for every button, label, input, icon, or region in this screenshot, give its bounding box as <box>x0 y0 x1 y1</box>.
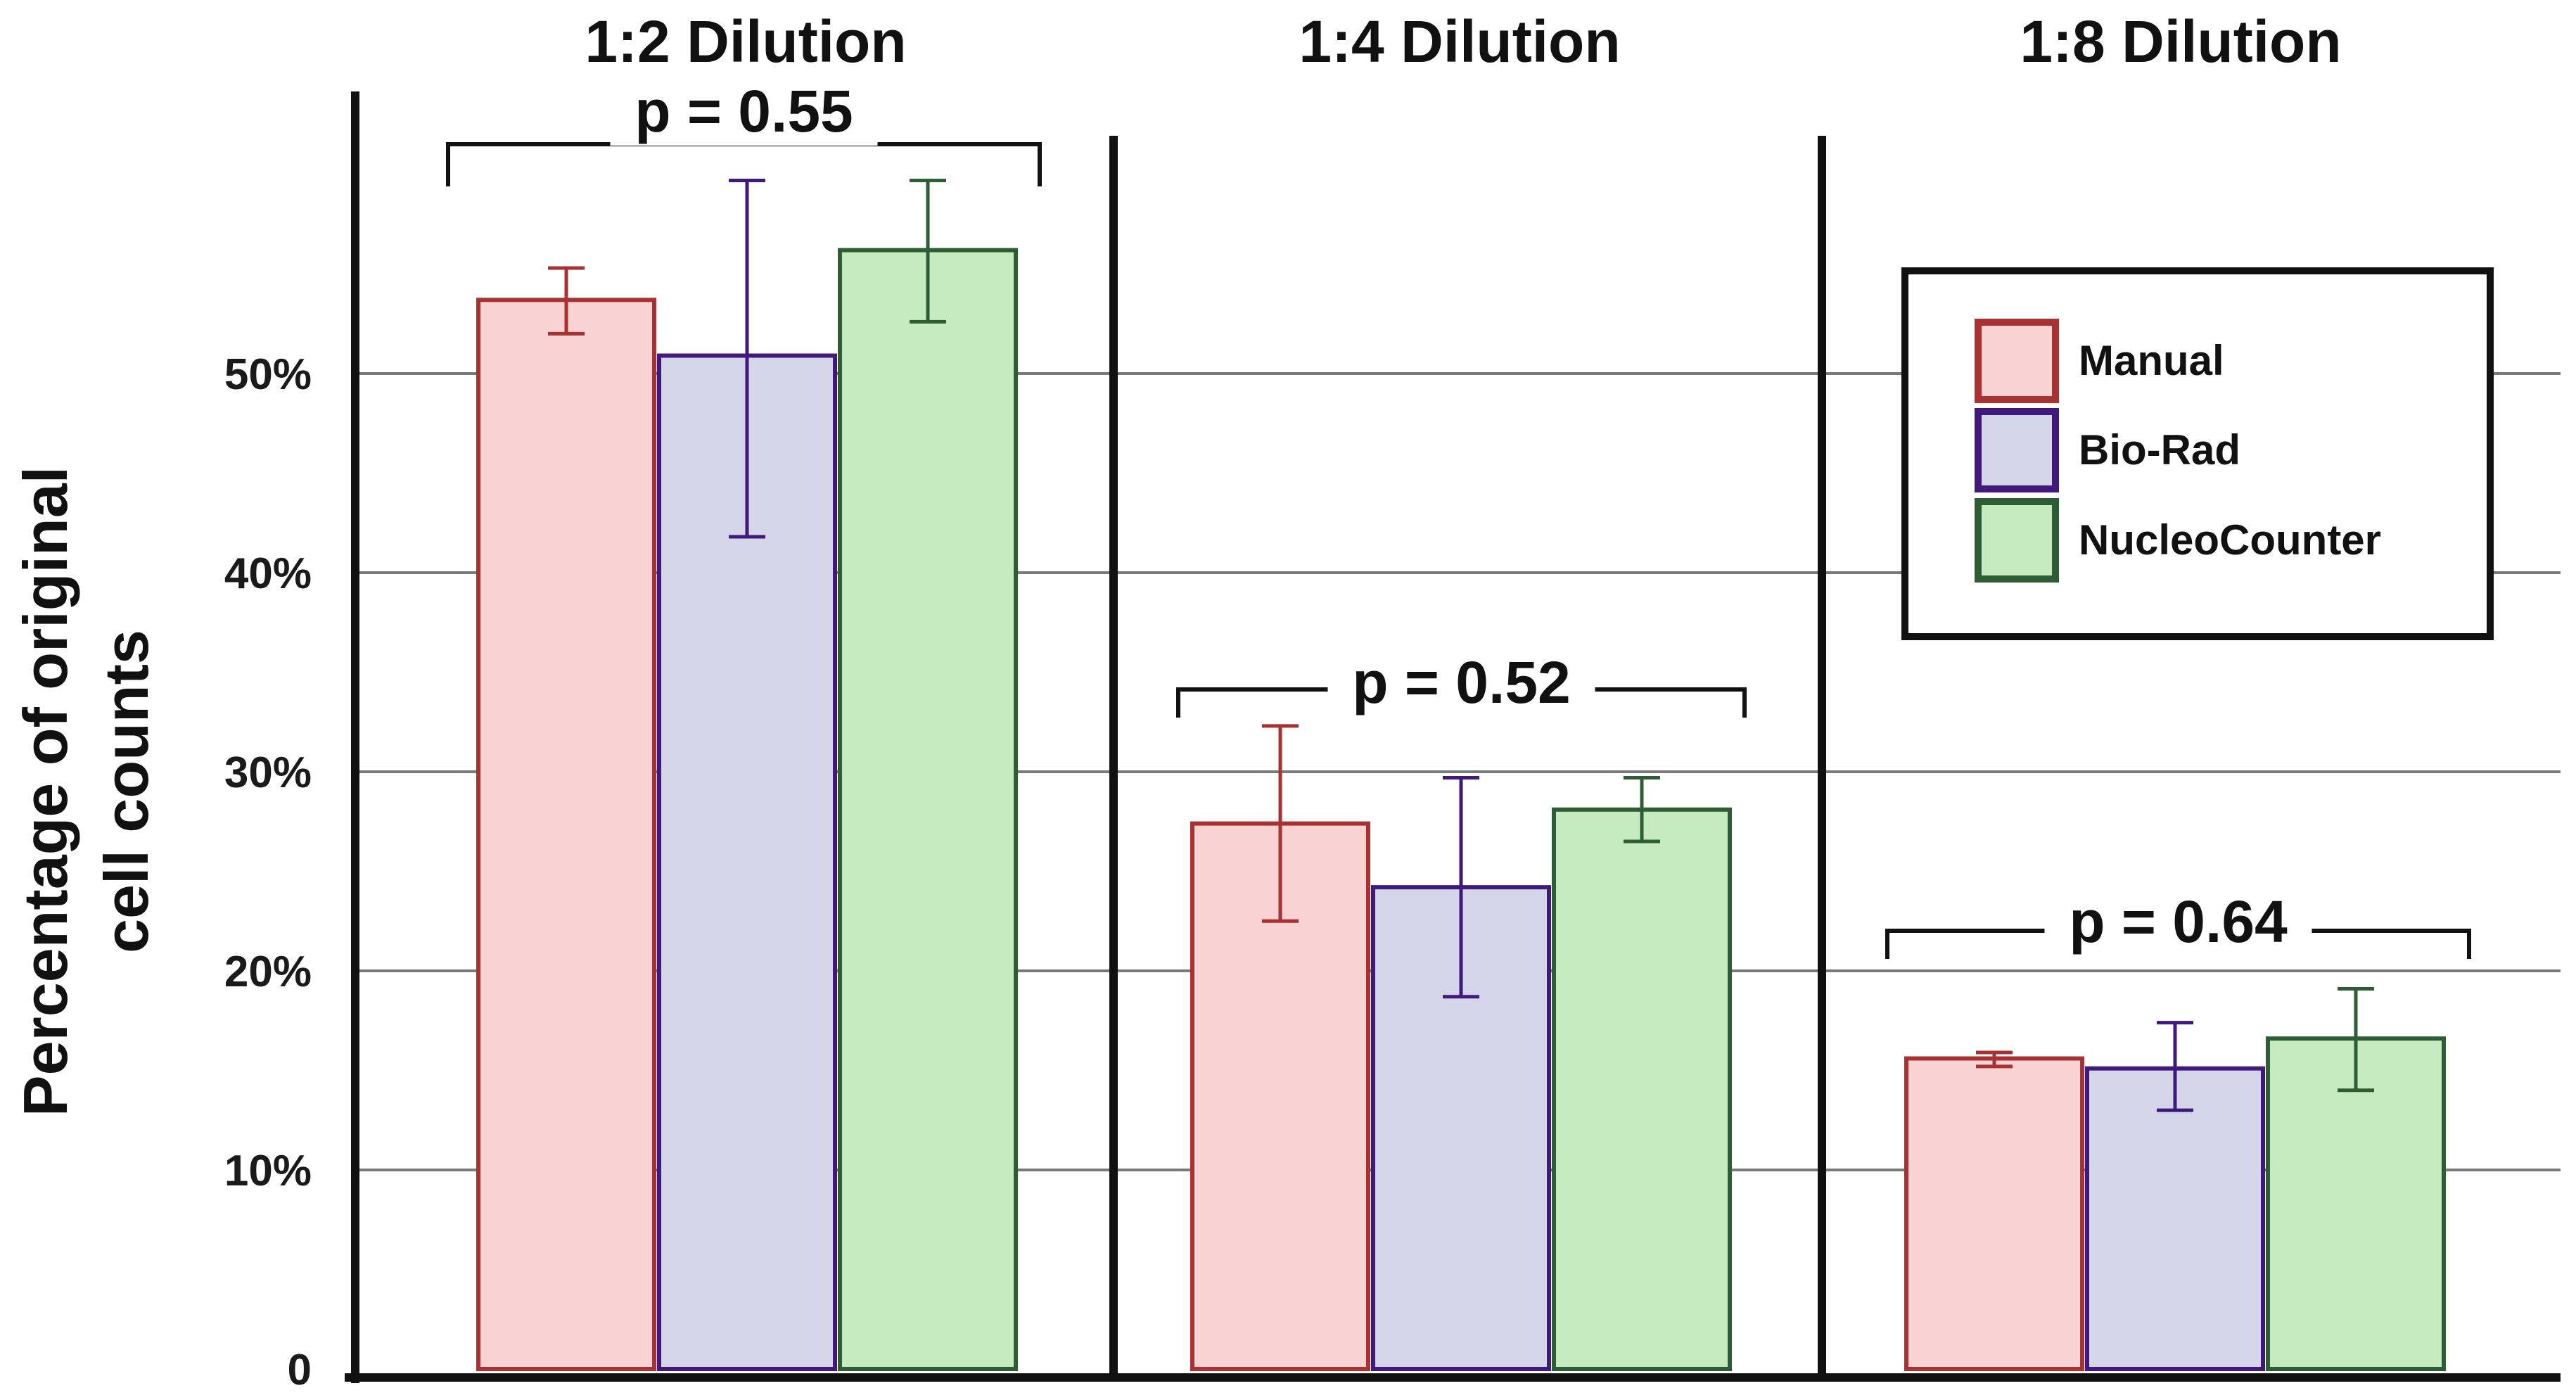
legend-label: Manual <box>2079 337 2224 384</box>
bar <box>1904 1056 2084 1372</box>
group-title: 1:2 Dilution <box>585 8 906 75</box>
legend-label: NucleoCounter <box>2079 516 2381 564</box>
error-bar <box>910 178 946 324</box>
legend: Manual Bio-Rad NucleoCounter <box>1901 267 2494 640</box>
y-tick-label: 30% <box>224 749 312 797</box>
significance-bracket: p = 0.64 <box>1885 889 2471 959</box>
y-tick-label: 50% <box>224 350 312 399</box>
p-value-label: p = 0.64 <box>2069 889 2288 955</box>
y-axis-label: Percentage of original cell counts <box>11 466 161 1116</box>
bar <box>838 248 1018 1371</box>
y-tick-label: 40% <box>224 549 312 598</box>
significance-brackets: p = 0.55 p = 0.52 p = 0.64 <box>446 78 2471 959</box>
group-title: 1:4 Dilution <box>1299 8 1620 75</box>
legend-label: Bio-Rad <box>2079 426 2240 473</box>
bracket-label-bg <box>610 79 878 146</box>
error-bars <box>548 178 2374 1112</box>
y-tick-label: 0 <box>288 1346 312 1394</box>
error-bar <box>2338 986 2374 1093</box>
bar <box>1552 807 1732 1371</box>
bar <box>657 353 837 1371</box>
error-bar <box>1976 1050 2013 1069</box>
error-bar <box>729 178 765 539</box>
axes <box>345 91 2561 1383</box>
legend-swatch <box>1975 498 2059 583</box>
p-value-label: p = 0.52 <box>1352 649 1571 715</box>
bar <box>476 298 656 1371</box>
bar <box>2085 1066 2265 1372</box>
error-bar <box>548 266 585 336</box>
group-title: 1:8 Dilution <box>2020 8 2341 75</box>
bars <box>476 248 2446 1372</box>
bar <box>2266 1036 2446 1371</box>
bracket-label-bg <box>1327 650 1595 717</box>
legend-swatch <box>1975 319 2059 403</box>
significance-bracket: p = 0.52 <box>1176 649 1747 718</box>
legend-item: NucleoCounter <box>1975 498 2381 583</box>
legend-swatch <box>1975 408 2059 492</box>
group-titles: 1:2 Dilution 1:4 Dilution 1:8 Dilution <box>585 8 2341 75</box>
error-bar <box>1624 775 1660 844</box>
y-axis-title-line: cell counts <box>91 630 161 953</box>
bracket-label-bg <box>2044 889 2312 956</box>
y-tick-label: 20% <box>224 948 312 996</box>
significance-bracket: p = 0.55 <box>446 78 1042 186</box>
legend-item: Bio-Rad <box>1975 408 2240 492</box>
y-axis-title-line: Percentage of original <box>11 466 80 1116</box>
error-bar <box>2157 1021 2193 1112</box>
error-bar <box>1262 724 1299 923</box>
y-axis-title: Percentage of original cell counts <box>11 466 161 1116</box>
legend-item: Manual <box>1975 319 2224 403</box>
y-tick-label: 10% <box>224 1147 312 1195</box>
error-bar <box>1443 775 1479 999</box>
y-tick-labels: 0 10% 20% 30% 40% 50% <box>224 350 312 1394</box>
p-value-label: p = 0.55 <box>635 78 853 144</box>
